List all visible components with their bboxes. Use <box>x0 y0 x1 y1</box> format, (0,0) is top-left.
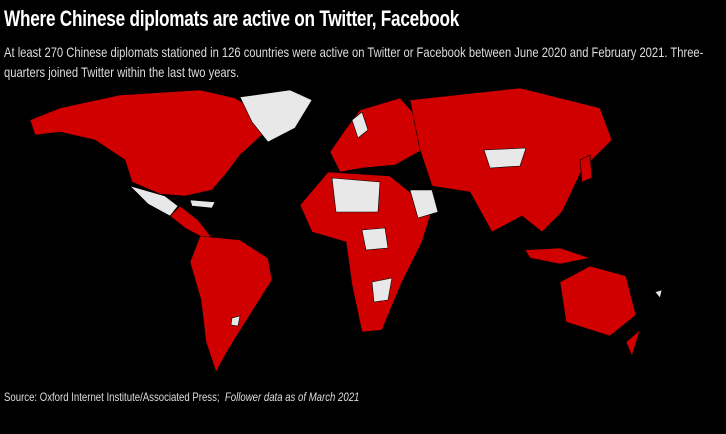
title: Where Chinese diplomats are active on Tw… <box>4 6 460 31</box>
mexico <box>128 185 179 217</box>
subtitle: At least 270 Chinese diplomats stationed… <box>4 44 704 80</box>
note: Follower data as of March 2021 <box>224 390 360 404</box>
north-america <box>29 89 281 197</box>
southern-africa <box>371 277 393 303</box>
new-zealand <box>625 329 641 357</box>
central-africa <box>361 227 389 251</box>
pacific-island <box>654 289 663 299</box>
mongolia <box>483 147 527 169</box>
source: Source: Oxford Internet Institute/Associ… <box>4 390 220 404</box>
europe <box>329 97 423 173</box>
greenland <box>239 89 313 143</box>
south-america <box>189 235 273 373</box>
arabia <box>409 189 439 219</box>
footer: Source: Oxford Internet Institute/Associ… <box>4 390 359 404</box>
uruguay <box>230 315 241 327</box>
caribbean <box>189 199 216 209</box>
scandinavia <box>351 111 369 139</box>
japan <box>579 154 593 183</box>
indonesia <box>524 247 592 265</box>
africa <box>299 171 433 333</box>
north-africa <box>331 177 381 213</box>
central-america <box>169 205 213 239</box>
australia <box>559 265 637 337</box>
